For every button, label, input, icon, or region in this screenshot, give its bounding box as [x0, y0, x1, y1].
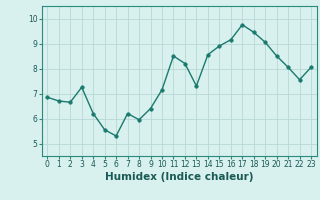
- X-axis label: Humidex (Indice chaleur): Humidex (Indice chaleur): [105, 172, 253, 182]
